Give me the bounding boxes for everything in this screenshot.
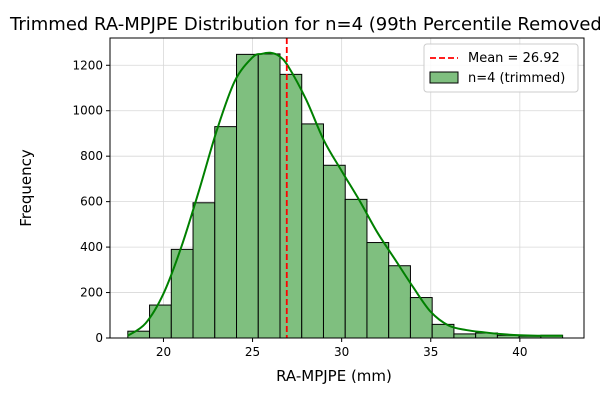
y-axis-ticks: 0 200 400 600 800 1000 1200 [72, 58, 110, 345]
x-tick-label: 20 [156, 345, 171, 359]
chart-title: Trimmed RA-MPJPE Distribution for n=4 (9… [9, 14, 600, 35]
legend: Mean = 26.92 n=4 (trimmed) [423, 43, 579, 93]
x-tick-label: 25 [245, 345, 260, 359]
histogram-bars [127, 53, 564, 339]
legend-histogram-label: n=4 (trimmed) [468, 71, 565, 86]
y-tick-label: 200 [80, 286, 103, 300]
histogram-bar [214, 126, 238, 339]
x-axis-ticks: 20 25 30 35 40 [156, 338, 527, 359]
legend-mean-label: Mean = 26.92 [468, 51, 560, 66]
histogram-bar [236, 53, 259, 339]
histogram-bar [344, 198, 368, 339]
x-tick-label: 40 [512, 345, 527, 359]
histogram-bar [170, 248, 194, 339]
histogram-bar [149, 304, 172, 339]
x-axis-title: RA-MPJPE (mm) [276, 367, 392, 385]
histogram-bar [453, 333, 477, 339]
histogram-bar [366, 242, 390, 339]
histogram-bar [409, 297, 433, 339]
legend-box [423, 43, 579, 93]
histogram-bar [301, 123, 324, 339]
y-axis-title: Frequency [17, 149, 35, 227]
plot-frame [109, 37, 585, 339]
y-tick-label: 800 [80, 149, 103, 163]
histogram-bar [322, 164, 346, 339]
x-tick-label: 30 [334, 345, 349, 359]
histogram-bar [279, 73, 303, 339]
histogram-bar [257, 53, 281, 339]
y-tick-label: 0 [95, 331, 103, 345]
y-tick-label: 400 [80, 240, 103, 254]
x-tick-label: 35 [423, 345, 438, 359]
histogram-bar [192, 202, 216, 339]
kde-curve [127, 51, 563, 337]
legend-histogram-swatch [429, 71, 459, 84]
y-tick-label: 600 [80, 195, 103, 209]
y-tick-label: 1000 [72, 104, 103, 118]
y-tick-label: 1200 [72, 58, 103, 72]
